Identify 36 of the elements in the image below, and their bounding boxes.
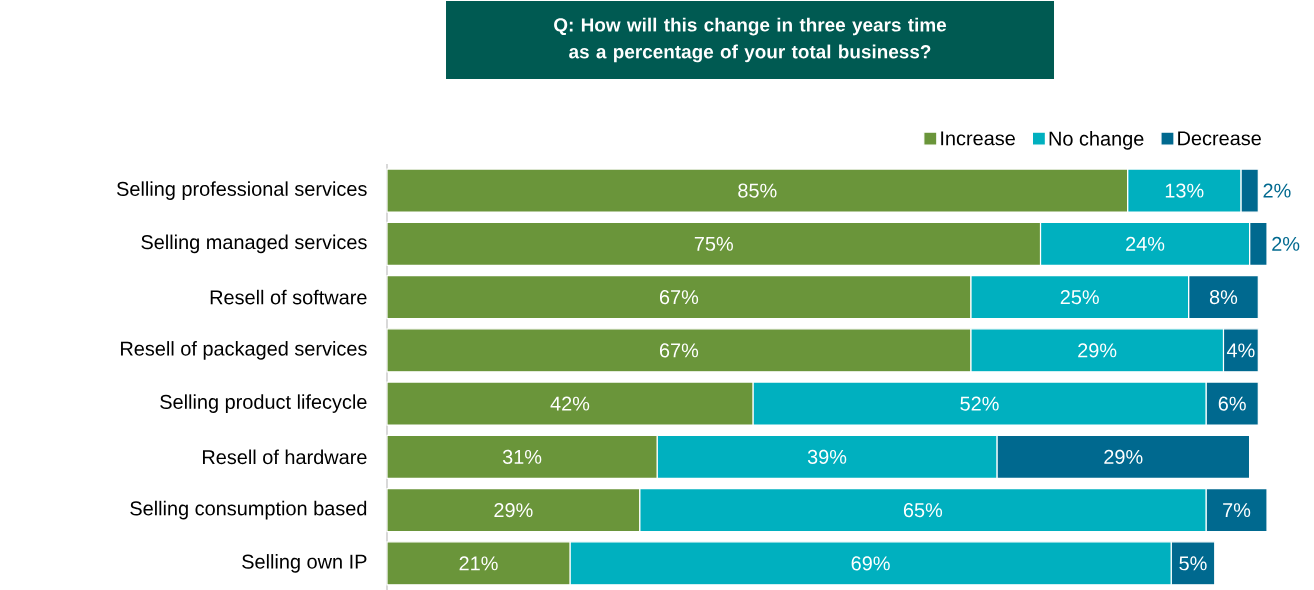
data-label: 6% — [1218, 396, 1246, 411]
y-tick-label: Resell of packaged services — [121, 341, 367, 360]
data-label: 31% — [502, 449, 542, 464]
data-label: 24% — [1126, 236, 1165, 251]
data-label: 67% — [659, 290, 699, 305]
legend-label: Increase — [941, 131, 1015, 146]
data-label: 39% — [807, 449, 847, 464]
data-label: 21% — [459, 556, 498, 571]
legend-label: No change — [1049, 131, 1144, 150]
data-label: 29% — [494, 503, 533, 518]
legend-label: Decrease — [1178, 131, 1261, 146]
data-label: 5% — [1179, 556, 1207, 571]
data-label: 2% — [1272, 236, 1300, 251]
data-label: 25% — [1060, 290, 1099, 305]
data-label: 29% — [1078, 343, 1117, 358]
data-label: 69% — [851, 556, 890, 571]
y-tick-label: Selling professional services — [117, 181, 367, 200]
y-tick-label: Selling own IP — [242, 554, 367, 573]
y-tick-label: Resell of software — [210, 289, 367, 305]
y-tick-label: Selling consumption based — [130, 500, 367, 520]
data-label: 7% — [1223, 503, 1251, 518]
chart-title: Q: How will this change in three years time as a percentage of your total business? — [554, 17, 947, 63]
y-tick-label: Selling product lifecycle — [160, 394, 367, 413]
data-label: 67% — [659, 343, 699, 358]
data-label: 52% — [960, 396, 999, 411]
data-label: 2% — [1263, 183, 1291, 198]
data-label: 29% — [1104, 449, 1143, 464]
data-label: 13% — [1165, 183, 1204, 198]
data-label: 4% — [1226, 343, 1255, 358]
y-tick-label: Selling managed services — [141, 234, 367, 254]
y-tick-label: Resell of hardware — [203, 449, 367, 465]
data-label: 75% — [694, 236, 733, 251]
data-label: 65% — [903, 503, 943, 518]
data-label: 8% — [1209, 290, 1238, 305]
data-label: 85% — [738, 183, 777, 198]
data-label: 42% — [550, 396, 590, 411]
